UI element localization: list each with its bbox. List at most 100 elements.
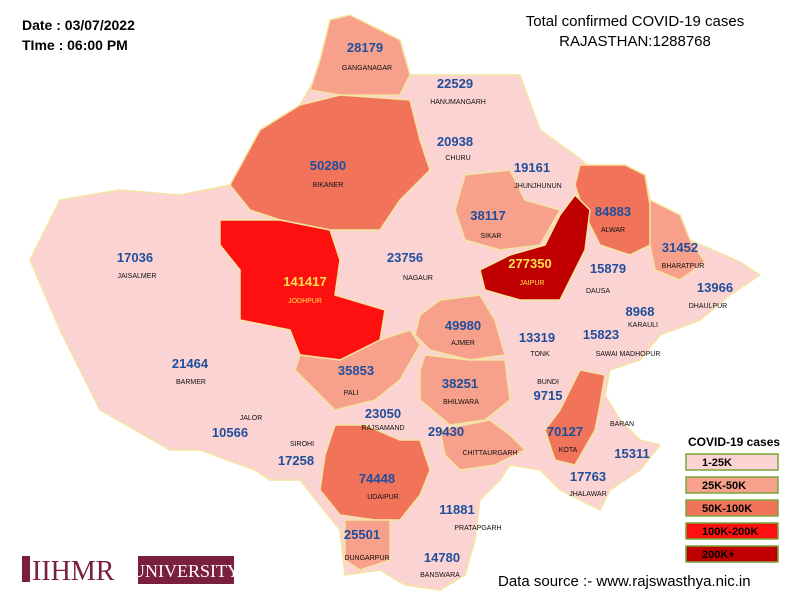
time: TIme : 06:00 PM (22, 37, 128, 53)
legend-title: COVID-19 cases (688, 435, 780, 449)
district-name: JALOR (240, 415, 263, 422)
labels: 28179 GANGANAGAR 22529 HANUMANGARH 20938 CHUR… (117, 40, 733, 579)
district-value: 10566 (212, 425, 248, 440)
total: RAJASTHAN:1288768 (559, 33, 711, 50)
legend-swatch (685, 476, 779, 494)
district-value: 20938 (437, 134, 473, 149)
district-value: 50280 (310, 158, 346, 173)
district-name: BIKANER (313, 182, 344, 189)
district-value: 84883 (595, 204, 631, 219)
district-value: 29430 (428, 424, 464, 439)
district-area (344, 519, 391, 571)
district-name: ALWAR (601, 227, 625, 234)
district-name: PALI (344, 390, 359, 397)
district-name: KARAULI (628, 322, 658, 329)
legend-swatch (685, 545, 779, 563)
district-area (319, 424, 431, 521)
district-area (454, 169, 561, 251)
district-value: 38117 (470, 208, 505, 223)
district-value: 28179 (347, 40, 383, 55)
district-area (294, 329, 421, 411)
district-area (439, 419, 526, 471)
district-value: 11881 (439, 502, 474, 517)
district-name: JAIPUR (520, 280, 545, 287)
district-value: 277350 (508, 256, 551, 271)
district-value: 70127 (547, 424, 583, 439)
district-value: 25501 (344, 527, 380, 542)
logo-mark (22, 556, 30, 582)
district-area (309, 14, 411, 96)
district-value: 49980 (445, 318, 481, 333)
map (29, 14, 761, 591)
legend-label: 25K-50K (702, 480, 746, 492)
district-value: 17036 (117, 250, 153, 265)
logo-suffix: UNIVERSITY (132, 561, 240, 581)
district-name: PRATAPGARH (454, 525, 501, 532)
district-name: DUNGARPUR (344, 555, 389, 562)
district-name: JHALAWAR (569, 491, 607, 498)
district-area (414, 294, 506, 361)
district-value: 15311 (614, 446, 649, 461)
district-value: 74448 (359, 471, 395, 486)
district-area (479, 194, 591, 301)
logo-box (138, 556, 234, 584)
district-value: 22529 (437, 76, 473, 91)
district-value: 31452 (662, 240, 698, 255)
legend-label: 1-25K (702, 457, 732, 469)
legend-label: 200K+ (702, 549, 735, 561)
district-area (419, 354, 511, 426)
legend-swatch (685, 522, 779, 540)
legend-swatch (685, 499, 779, 517)
district-value: 141417 (283, 274, 326, 289)
district-value: 17763 (570, 469, 606, 484)
district-name: TONK (530, 351, 550, 358)
district-value: 15879 (590, 261, 626, 276)
district-name: JODHPUR (288, 298, 322, 305)
district-name: DAUSA (586, 288, 610, 295)
district-value: 23756 (387, 250, 423, 265)
source: Data source :- www.rajswasthya.nic.in (498, 573, 751, 590)
district-name: NAGAUR (403, 275, 433, 282)
district-value: 8968 (626, 304, 655, 319)
district-name: BHILWARA (443, 399, 479, 406)
district-value: 14780 (424, 550, 460, 565)
district-name: BARAN (610, 421, 634, 428)
district-area (544, 369, 606, 466)
district-value: 38251 (442, 376, 478, 391)
legend-label: 50K-100K (702, 503, 752, 515)
district-name: SAWAI MADHOPUR (596, 351, 661, 358)
district-name: AJMER (451, 340, 475, 347)
district-name: JHUNJHUNUN (514, 183, 561, 190)
district-name: UDAIPUR (367, 494, 399, 501)
district-value: 19161 (514, 160, 550, 175)
district-value: 15823 (583, 327, 619, 342)
district-name: HANUMANGARH (430, 99, 486, 106)
district-value: 13966 (697, 280, 733, 295)
legend: COVID-19 cases 1-25K 25K-50K 50K-100K 100K-2… (685, 435, 780, 563)
district-value: 9715 (534, 388, 563, 403)
district-area (229, 94, 431, 231)
logo-name: IIHMR (32, 556, 115, 587)
district-name: BANSWARA (420, 572, 460, 579)
district-name: GANGANAGAR (342, 65, 392, 72)
district-name: BUNDI (537, 379, 559, 386)
district-area (649, 199, 706, 281)
district-name: RAJSAMAND (361, 425, 404, 432)
district-name: BARMER (176, 379, 206, 386)
district-name: BHARATPUR (662, 263, 705, 270)
date: Date : 03/07/2022 (22, 17, 135, 33)
legend-label: 100K-200K (702, 526, 758, 538)
district-value: 35853 (338, 363, 374, 378)
district-value: 21464 (172, 356, 209, 371)
district-value: 13319 (519, 330, 555, 345)
district-name: JAISALMER (118, 273, 157, 280)
district-name: CHURU (445, 155, 470, 162)
district-name: SIROHI (290, 441, 314, 448)
legend-swatch (685, 453, 779, 471)
district-value: 17258 (278, 453, 314, 468)
map-title: Total confirmed COVID-19 cases (526, 13, 744, 30)
district-name: SIKAR (480, 233, 501, 240)
district-name: DHAULPUR (689, 303, 728, 310)
logo: IIHMR UNIVERSITY (22, 556, 240, 587)
